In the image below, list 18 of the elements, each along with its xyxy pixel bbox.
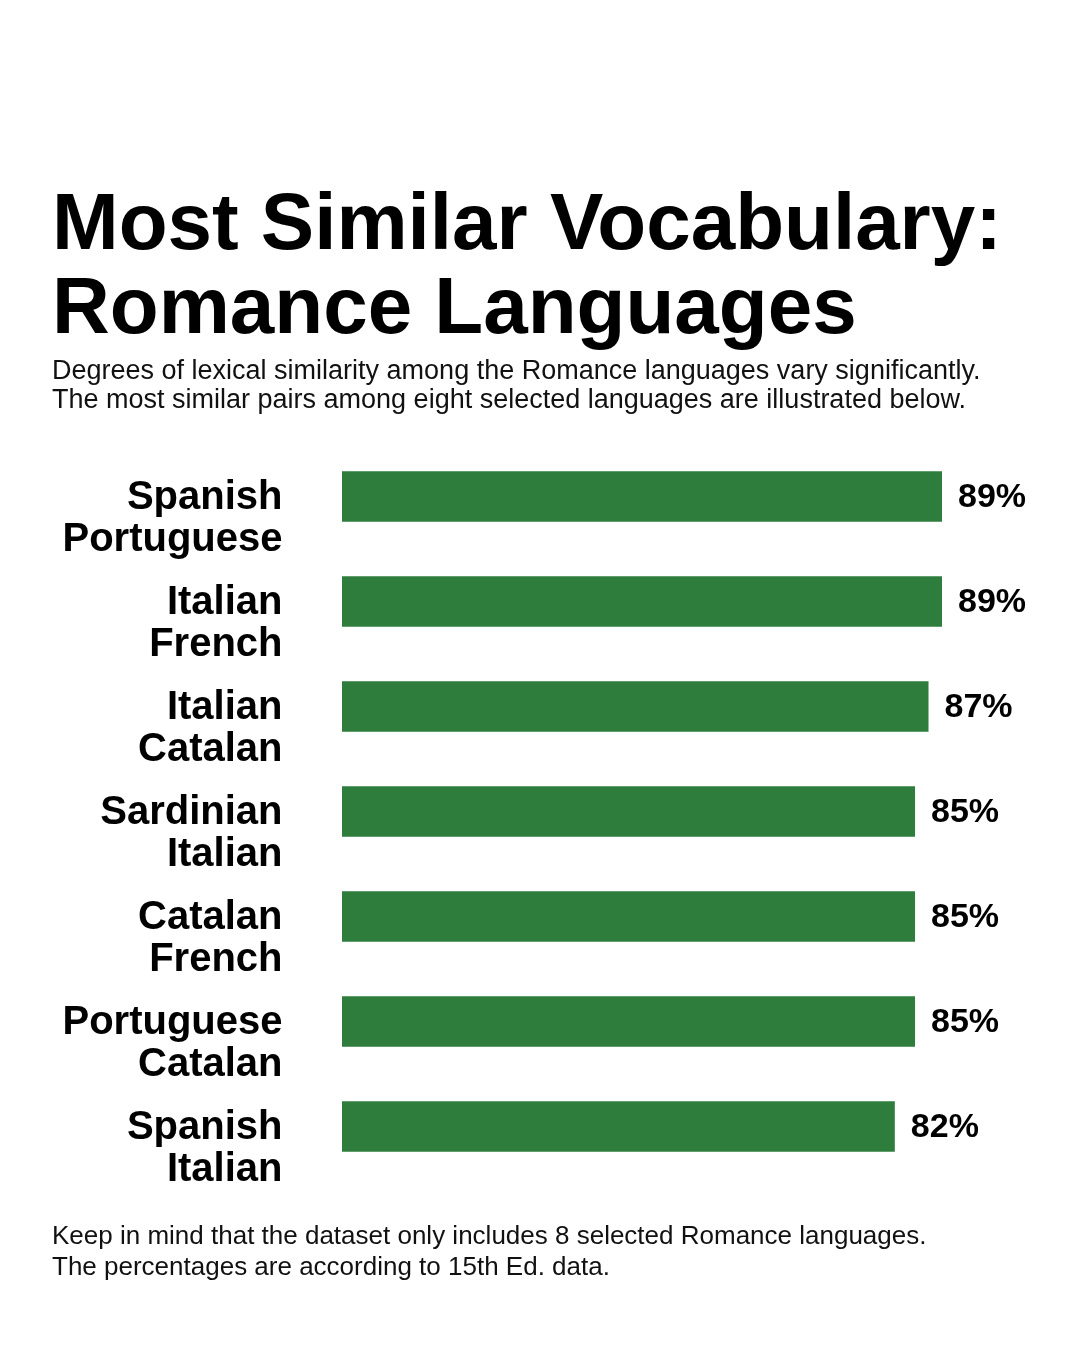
data-label: 89% — [958, 580, 1027, 619]
y-tick-label: Spanish Portuguese — [62, 472, 283, 559]
y-tick-label: Portuguese Catalan — [62, 997, 283, 1084]
y-tick-label: Sardinian Italian — [100, 787, 283, 874]
y-tick-label: Italian Catalan — [138, 682, 283, 769]
chart-subtitle: Degrees of lexical similarity among the Romance languages vary significantly. The most similar pairs among eight selected languages are illustrated below. — [52, 355, 981, 414]
text: Keep in mind that the dataset only includes 8 selected Romance languages. — [52, 1220, 927, 1250]
chart-title: Most Similar Vocabulary: Romance Languages — [52, 177, 1002, 350]
data-label: 82% — [910, 1105, 979, 1144]
data-label: 85% — [931, 895, 1000, 934]
y-tick-label: Spanish Italian — [126, 1102, 283, 1189]
data-label: 87% — [944, 685, 1013, 724]
data-label: 85% — [931, 790, 1000, 829]
y-tick-label: Italian French — [149, 577, 283, 664]
data-label: 85% — [931, 1000, 1000, 1039]
data-label: 89% — [958, 475, 1027, 514]
y-tick-label: Catalan French — [138, 892, 283, 979]
text: The percentages are according to 15th Ed. data. — [52, 1251, 610, 1281]
